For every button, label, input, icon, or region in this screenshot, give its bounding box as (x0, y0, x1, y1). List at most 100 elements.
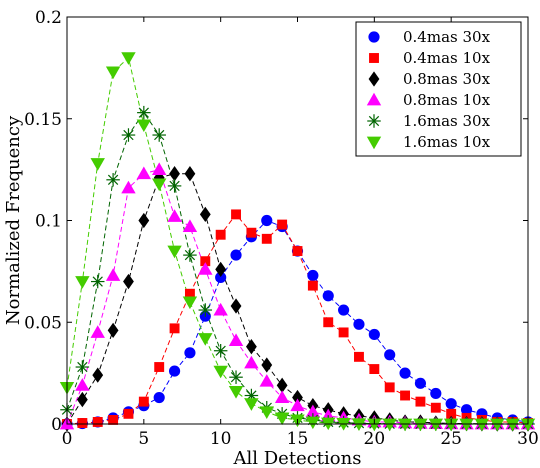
legend-label: 1.6mas 10x (403, 133, 491, 151)
axis-ticks: 0 5 10 15 20 25 30 0 0.05 0.1 0.15 0.2 (24, 8, 539, 449)
data-point (413, 418, 428, 432)
data-point (430, 387, 442, 400)
data-point (474, 418, 490, 432)
data-point (213, 365, 228, 379)
data-point (167, 179, 182, 193)
data-point (231, 209, 241, 220)
data-point (305, 404, 321, 418)
data-point (123, 273, 134, 290)
data-point (246, 227, 257, 238)
legend-label: 0.8mas 30x (403, 70, 491, 88)
legend-marker (368, 71, 380, 87)
data-point (200, 256, 211, 267)
data-point (77, 418, 88, 428)
data-point (121, 52, 136, 65)
y-tick-label: 0 (51, 415, 62, 435)
data-point (338, 327, 349, 338)
data-point (397, 418, 413, 432)
data-point (305, 416, 321, 430)
data-point (460, 404, 473, 416)
data-point (259, 374, 274, 387)
data-point (198, 262, 213, 275)
data-point (490, 418, 505, 432)
data-point (137, 105, 151, 120)
data-point (228, 386, 244, 399)
data-point (353, 318, 365, 330)
legend-label: 0.4mas 10x (403, 49, 491, 67)
legend-marker (368, 31, 380, 43)
data-point (399, 367, 411, 379)
data-point (184, 347, 196, 359)
data-point (123, 408, 134, 419)
data-point (75, 360, 90, 374)
data-point (182, 219, 198, 233)
x-tick-label: 5 (138, 429, 149, 449)
data-point (414, 377, 427, 389)
data-point (90, 274, 105, 289)
data-point (138, 396, 149, 407)
data-point (121, 128, 136, 142)
data-point (215, 229, 226, 240)
legend-label: 1.6mas 30x (403, 112, 491, 130)
data-point (400, 390, 411, 401)
y-axis-title: Normalized Frequency (3, 115, 24, 325)
data-point (169, 323, 180, 334)
data-point (230, 249, 242, 261)
data-point (183, 248, 197, 262)
data-point (368, 328, 380, 341)
data-point (152, 178, 167, 192)
data-point (90, 158, 105, 171)
data-point (384, 349, 396, 361)
data-point (369, 364, 380, 375)
data-point (276, 377, 288, 393)
legend: 0.4mas 30x 0.4mas 10x 0.8mas 30x 0.8mas 10x… (355, 21, 522, 157)
data-point (277, 219, 288, 230)
legend-marker (367, 114, 381, 128)
data-point (152, 128, 166, 142)
data-point (415, 396, 426, 407)
y-tick-label: 0.05 (24, 313, 62, 333)
data-point (428, 418, 443, 432)
data-point (92, 417, 103, 427)
data-point (107, 322, 119, 339)
data-point (184, 166, 196, 182)
data-point (167, 245, 182, 259)
data-point (213, 343, 228, 358)
x-tick-label: 15 (287, 429, 309, 449)
data-point (351, 418, 367, 431)
data-point (199, 206, 211, 223)
data-point (274, 390, 290, 403)
series-line (66, 168, 528, 425)
data-point (292, 246, 303, 256)
data-point (198, 303, 213, 317)
data-point (322, 290, 334, 302)
data-point (108, 414, 119, 425)
data-point (338, 304, 350, 316)
data-point (505, 418, 520, 432)
data-point (105, 268, 121, 281)
legend-label: 0.4mas 30x (403, 28, 491, 46)
data-point (459, 418, 474, 432)
data-point (382, 418, 397, 432)
data-point (92, 367, 104, 383)
data-point (75, 378, 90, 391)
data-point (136, 166, 152, 180)
data-point (105, 66, 121, 80)
data-point (75, 276, 90, 289)
data-point (154, 362, 165, 372)
data-point (215, 261, 227, 277)
legend-box (355, 21, 522, 157)
data-point (153, 391, 165, 404)
series-line (66, 173, 528, 425)
data-point (106, 173, 120, 187)
data-point (384, 382, 395, 393)
data-point (430, 402, 441, 413)
x-tick-label: 0 (62, 429, 73, 449)
data-point (228, 333, 244, 346)
legend-marker (366, 136, 382, 150)
data-point (184, 288, 195, 299)
data-point (445, 398, 457, 410)
y-tick-label: 0.2 (35, 8, 62, 28)
x-tick-label: 30 (517, 429, 539, 449)
data-point (246, 339, 257, 355)
